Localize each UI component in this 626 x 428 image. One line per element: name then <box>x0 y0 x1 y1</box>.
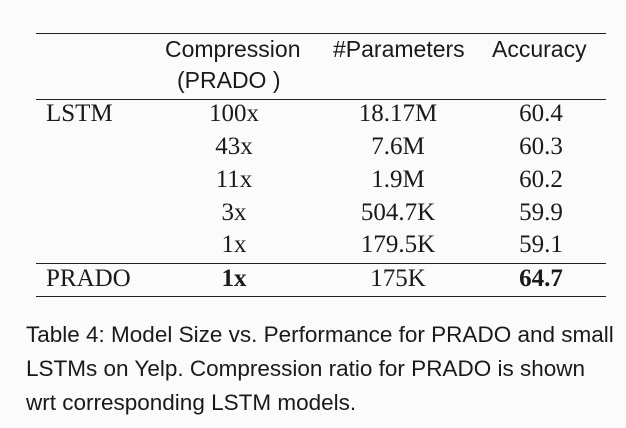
table-row-params: 1.9M <box>371 166 425 193</box>
top-rule <box>36 33 606 35</box>
table-row-compression: 3x <box>221 199 247 226</box>
table-row-accuracy: 60.2 <box>519 166 563 193</box>
header-compression: Compression <box>165 36 301 62</box>
bottom-rule <box>36 296 606 298</box>
table-row-accuracy: 64.7 <box>519 265 563 292</box>
table-row-model: PRADO <box>46 265 131 292</box>
table-row-params: 18.17M <box>358 100 438 127</box>
table-row-params: 7.6M <box>371 133 425 160</box>
table-caption: Table 4: Model Size vs. Performance for … <box>26 322 614 415</box>
section-rule <box>36 263 606 265</box>
table-row-accuracy: 59.9 <box>519 199 563 226</box>
table-row-params: 179.5K <box>360 231 436 258</box>
header-accuracy: Accuracy <box>492 36 587 62</box>
table-row-accuracy: 60.3 <box>519 133 563 160</box>
table-row-accuracy: 59.1 <box>519 231 563 258</box>
table-row-compression: 1x <box>221 231 247 258</box>
table-row-compression: 11x <box>215 166 253 193</box>
header-rule <box>36 99 606 101</box>
table-row-compression: 1x <box>221 265 247 292</box>
table-row-accuracy: 60.4 <box>519 100 563 127</box>
table-row-params: 504.7K <box>360 199 436 226</box>
header-compression-sub: (PRADO ) <box>177 67 281 93</box>
table-row-params: 175K <box>370 265 426 292</box>
table-row-compression: 100x <box>209 100 259 127</box>
table-row-model: LSTM <box>46 100 113 127</box>
header-parameters: #Parameters <box>333 36 465 62</box>
table-row-compression: 43x <box>215 133 253 160</box>
